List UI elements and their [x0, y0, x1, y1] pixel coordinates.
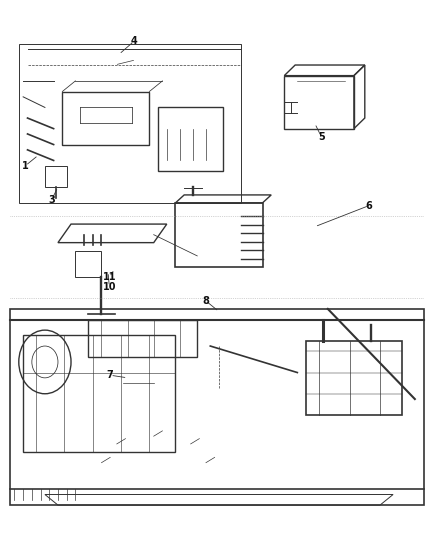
Text: 4: 4: [131, 36, 138, 46]
Text: 11: 11: [102, 272, 116, 282]
Text: 7: 7: [107, 370, 113, 380]
Text: 1: 1: [22, 161, 29, 171]
Text: 5: 5: [318, 132, 325, 142]
Text: 8: 8: [202, 296, 209, 306]
Text: 10: 10: [102, 281, 116, 292]
Text: 6: 6: [366, 200, 373, 211]
Text: 3: 3: [48, 195, 55, 205]
